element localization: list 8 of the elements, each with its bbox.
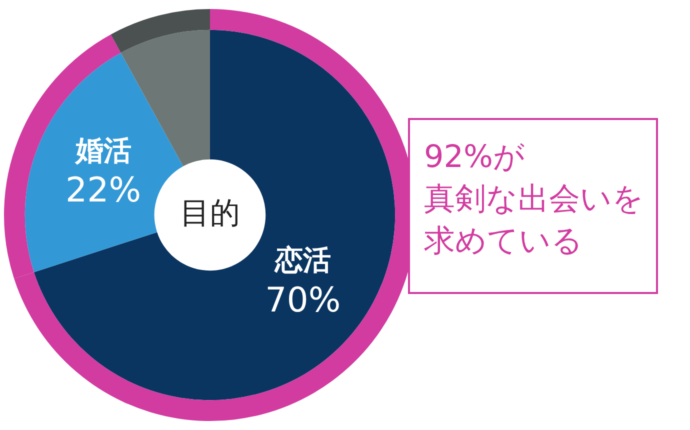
text: 求めている — [424, 222, 584, 261]
data-label: 22% — [66, 170, 142, 211]
text: 92%が — [424, 138, 526, 177]
data-label: 70% — [265, 280, 341, 320]
slice-label: 婚活 — [74, 134, 132, 168]
slice-label: 恋活 — [274, 244, 331, 277]
text: 真剣な出会いを — [424, 180, 645, 219]
text: 目的 — [180, 196, 240, 231]
